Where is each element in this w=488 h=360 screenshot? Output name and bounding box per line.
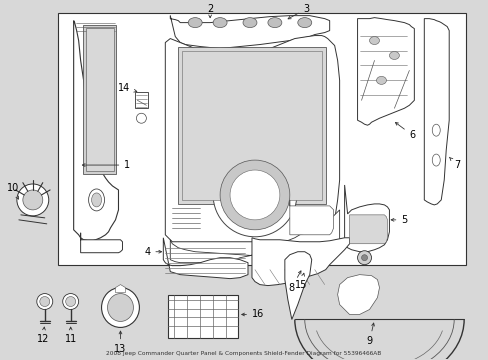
Circle shape (62, 293, 79, 310)
Polygon shape (349, 215, 386, 244)
Circle shape (17, 184, 49, 216)
Circle shape (361, 255, 367, 261)
Polygon shape (163, 238, 247, 279)
Polygon shape (135, 92, 148, 108)
Bar (85, 28, 113, 171)
Bar (178, 46, 325, 204)
Ellipse shape (297, 18, 311, 28)
Text: 5: 5 (390, 215, 407, 225)
Ellipse shape (188, 18, 202, 28)
Circle shape (213, 153, 296, 237)
Text: 7: 7 (448, 157, 460, 170)
Text: 13: 13 (114, 331, 126, 354)
Ellipse shape (91, 193, 102, 207)
Polygon shape (74, 21, 118, 241)
Polygon shape (251, 238, 349, 285)
Polygon shape (285, 252, 311, 319)
Ellipse shape (431, 124, 439, 136)
Bar (182, 50, 321, 200)
Ellipse shape (243, 18, 256, 28)
Text: 3: 3 (287, 4, 309, 19)
Ellipse shape (369, 37, 379, 45)
Polygon shape (115, 285, 125, 293)
Ellipse shape (88, 189, 104, 211)
Polygon shape (337, 275, 379, 315)
Circle shape (229, 170, 279, 220)
Circle shape (220, 160, 289, 230)
Text: 2008 Jeep Commander Quarter Panel & Components Shield-Fender Diagram for 5539646: 2008 Jeep Commander Quarter Panel & Comp… (106, 351, 381, 356)
Ellipse shape (388, 51, 399, 59)
Text: 8: 8 (288, 271, 300, 293)
Ellipse shape (267, 18, 281, 28)
Bar (168, 294, 238, 338)
Ellipse shape (376, 76, 386, 84)
Ellipse shape (102, 288, 139, 328)
Text: 11: 11 (64, 327, 77, 345)
Polygon shape (81, 233, 122, 253)
Polygon shape (170, 15, 329, 49)
Text: 12: 12 (37, 327, 49, 345)
Polygon shape (165, 36, 339, 242)
Text: 16: 16 (241, 310, 264, 319)
Circle shape (357, 251, 371, 265)
Text: 6: 6 (395, 122, 415, 140)
Polygon shape (289, 200, 333, 235)
Polygon shape (424, 19, 448, 205)
Text: 10: 10 (7, 183, 19, 199)
Polygon shape (344, 185, 388, 252)
Polygon shape (170, 210, 339, 263)
Circle shape (40, 297, 50, 306)
Text: 1: 1 (82, 160, 130, 170)
Ellipse shape (431, 154, 439, 166)
Circle shape (37, 293, 53, 310)
Circle shape (136, 113, 146, 123)
Text: 4: 4 (144, 247, 161, 257)
Text: 14: 14 (118, 84, 137, 93)
Circle shape (65, 297, 76, 306)
Text: 2: 2 (206, 4, 213, 18)
Bar (82, 24, 116, 174)
Bar (58, 13, 465, 265)
Text: 15: 15 (294, 273, 306, 289)
Text: 9: 9 (366, 323, 374, 346)
Polygon shape (357, 18, 413, 125)
Ellipse shape (107, 293, 133, 321)
Ellipse shape (213, 18, 226, 28)
Circle shape (23, 190, 42, 210)
